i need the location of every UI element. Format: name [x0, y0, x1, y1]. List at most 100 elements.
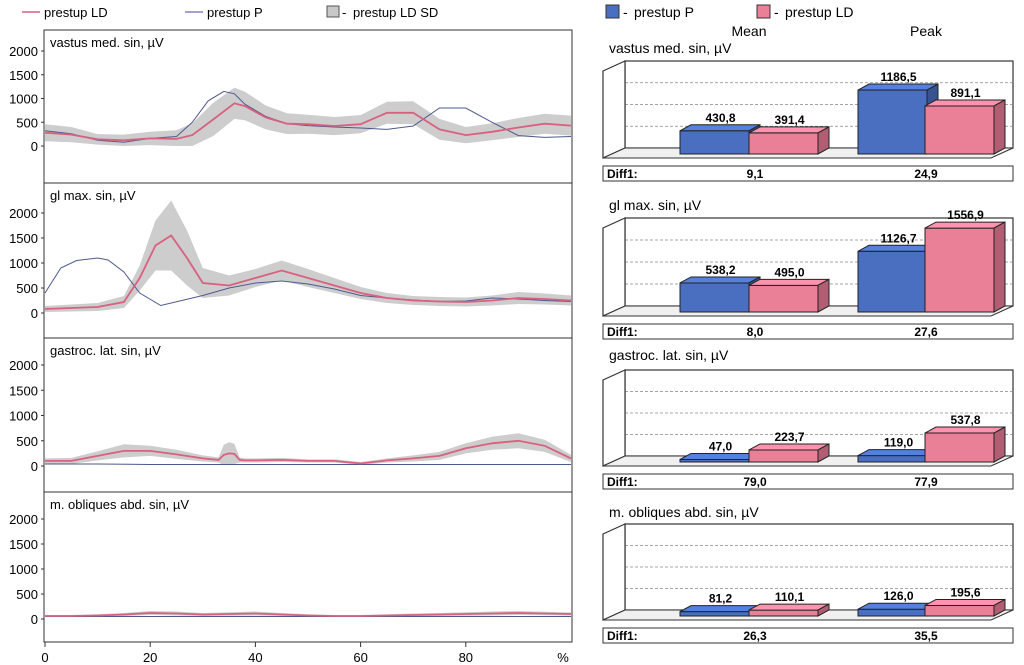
bar-top — [748, 126, 830, 134]
back-wall — [624, 369, 1014, 457]
x-unit-label: % — [557, 650, 569, 665]
bar-front — [857, 89, 928, 155]
bar-side — [993, 426, 1006, 463]
prestup-ld-line — [44, 234, 572, 310]
bar-top — [679, 124, 761, 132]
y-tick-label: 1000 — [9, 92, 38, 107]
bar-side — [993, 99, 1006, 155]
bar-top — [679, 276, 761, 284]
bar-front — [679, 611, 750, 617]
prestup-ld-line — [44, 102, 572, 142]
mean-header: Mean — [731, 23, 766, 39]
bar-front — [924, 105, 995, 155]
bar-value-label: 495,0 — [774, 265, 804, 279]
prestup-ld-line — [45, 612, 572, 617]
back-wall — [624, 60, 1014, 149]
x-tick-label: 20 — [143, 650, 157, 665]
legend-label-1: prestup P — [207, 5, 263, 20]
side-wall — [602, 217, 626, 317]
bar-legend-swatch-0 — [605, 4, 620, 19]
bar-side — [748, 123, 761, 155]
line-panels-frame — [43, 29, 573, 643]
bar-value-label: 126,0 — [883, 589, 913, 603]
sd-band — [45, 200, 571, 312]
bar-value-label: 891,1 — [950, 86, 980, 100]
bar-front — [924, 604, 995, 617]
bar-legend-label-1: prestup LD — [785, 4, 853, 20]
y-tick-label: 500 — [16, 587, 38, 602]
bar-top — [924, 221, 1006, 229]
bar-top — [857, 244, 939, 252]
bar-top — [748, 603, 830, 611]
bar-front — [857, 455, 928, 463]
sd-band — [45, 611, 571, 617]
y-tick-label: 2000 — [9, 512, 38, 527]
y-tick-label: 1000 — [9, 256, 38, 271]
legend-dash-2: - — [342, 5, 346, 20]
diff-row — [602, 627, 1014, 644]
y-tick-label: 1500 — [9, 231, 38, 246]
bar-top — [924, 99, 1006, 107]
diff-row — [602, 323, 1014, 340]
bar-front — [924, 432, 995, 463]
bar-top — [924, 426, 1006, 434]
diff-label: Diff1: — [607, 475, 638, 489]
diff-mean-value: 79,0 — [743, 475, 767, 489]
bar-top — [748, 278, 830, 286]
back-wall — [624, 217, 1014, 307]
bar-side — [817, 278, 830, 313]
diff-label: Diff1: — [607, 167, 638, 181]
diff-mean-value: 26,3 — [743, 629, 767, 643]
line-chart-title: vastus med. sin, µV — [50, 35, 164, 50]
bar-top — [857, 602, 939, 610]
bar-front — [748, 284, 819, 313]
bar-side — [926, 448, 939, 463]
y-tick-label: 2000 — [9, 358, 38, 373]
prestup-p-line — [45, 463, 571, 465]
diff-peak-value: 27,6 — [914, 325, 938, 339]
bar-value-label: 223,7 — [774, 430, 804, 444]
bar-value-label: 1126,7 — [880, 231, 916, 245]
bar-legend-label-0: prestup P — [634, 4, 694, 20]
bar-front — [748, 132, 819, 155]
bar-side — [993, 221, 1006, 313]
diff-row — [602, 473, 1014, 490]
bar-front — [924, 227, 995, 313]
x-tick-label: 40 — [248, 650, 262, 665]
floor — [602, 305, 1014, 317]
y-tick-label: 1500 — [9, 537, 38, 552]
back-wall — [624, 523, 1014, 611]
bar-top — [679, 452, 761, 460]
side-wall — [602, 523, 626, 621]
diff-peak-value: 24,9 — [914, 167, 938, 181]
bar-legend-dash-0: - — [623, 4, 628, 20]
y-tick-label: 1500 — [9, 68, 38, 83]
bar-value-label: 391,4 — [774, 113, 804, 127]
floor — [602, 147, 1014, 159]
bar-value-label: 1556,9 — [947, 208, 984, 222]
bar-value-label: 538,2 — [705, 263, 735, 277]
peak-header: Peak — [910, 23, 943, 39]
bar-value-label: 110,1 — [775, 590, 805, 604]
prestup-p-line — [44, 257, 572, 307]
bar-front — [857, 608, 928, 617]
bar-top — [748, 443, 830, 451]
legend-label-0: prestup LD — [44, 5, 108, 20]
y-tick-label: 2000 — [9, 206, 38, 221]
floor — [602, 455, 1014, 467]
x-tick-label: 60 — [353, 650, 367, 665]
diff-label: Diff1: — [607, 629, 638, 643]
bar-side — [817, 126, 830, 155]
line-chart-title: gastroc. lat. sin, µV — [50, 343, 161, 358]
y-tick-label: 500 — [16, 115, 38, 130]
bar-chart-title: m. obliques abd. sin, µV — [609, 504, 759, 520]
floor — [602, 609, 1014, 621]
bar-side — [748, 604, 761, 617]
x-tick-label: 0 — [41, 650, 48, 665]
bar-front — [679, 458, 750, 463]
diff-row — [602, 165, 1014, 182]
bar-top — [924, 598, 1006, 606]
line-chart-title: gl max. sin, µV — [50, 188, 136, 203]
y-tick-label: 500 — [16, 281, 38, 296]
diff-peak-value: 77,9 — [914, 475, 938, 489]
